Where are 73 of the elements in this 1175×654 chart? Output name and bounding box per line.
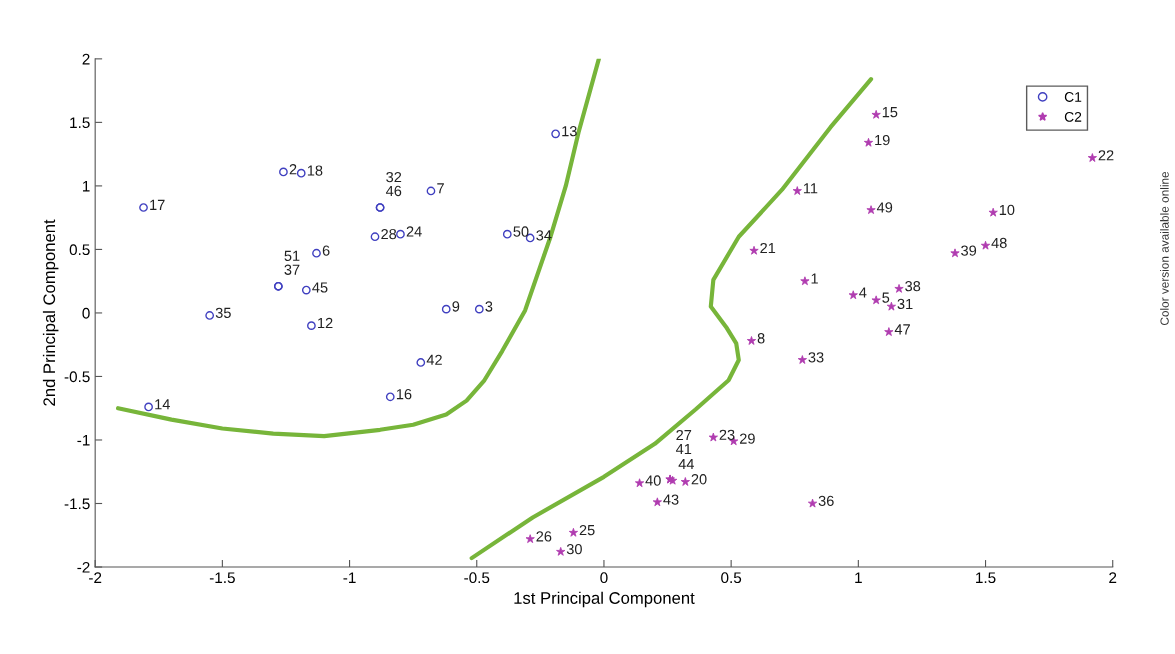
annotation: 9 [452, 301, 460, 312]
legend-label: C2 [1064, 111, 1082, 122]
x-tick-label: -2 [89, 572, 102, 583]
annotation: 13 [562, 126, 577, 137]
annotation: 36 [818, 495, 834, 507]
annotation: 44 [678, 459, 694, 470]
annotation: 41 [675, 443, 692, 454]
annotation: 29 [739, 433, 755, 444]
annotation: 18 [307, 165, 323, 176]
annotation: 25 [579, 524, 595, 536]
annotation: 46 [385, 185, 402, 197]
annotation: 40 [645, 475, 661, 486]
y-tick-label: -2 [77, 561, 90, 573]
y-tick-label: -0.5 [64, 371, 90, 383]
annotation: 7 [437, 183, 444, 194]
annotation: 51 [284, 250, 300, 262]
y-tick-label: 0.5 [69, 244, 90, 256]
annotation: 5 [882, 292, 890, 303]
annotation: 27 [676, 429, 692, 441]
y-tick-label: 2 [82, 53, 90, 65]
y-tick-label: -1.5 [64, 498, 90, 510]
annotation: 42 [426, 354, 442, 365]
y-tick-label: 0 [82, 307, 90, 319]
annotation: 31 [897, 298, 913, 310]
annotation: 47 [894, 324, 910, 335]
annotation: 12 [318, 317, 333, 329]
annotation: 6 [322, 245, 330, 256]
annotation: 24 [406, 226, 422, 237]
annotation: 35 [215, 307, 231, 319]
annotation: 2 [289, 164, 297, 175]
y-tick-label: 1.5 [70, 117, 90, 129]
annotation: 45 [312, 282, 328, 293]
annotation: 33 [808, 352, 824, 363]
annotation: 32 [386, 171, 402, 183]
x-tick-label: 2 [1109, 572, 1117, 583]
annotation: 16 [396, 388, 412, 400]
annotation: 28 [381, 228, 397, 240]
annotation: 22 [1098, 150, 1114, 161]
legend-label: C1 [1064, 92, 1082, 102]
x-tick-label: 0.5 [721, 572, 742, 584]
annotation: 11 [803, 183, 818, 194]
annotation: 50 [513, 226, 529, 237]
annotation: 26 [536, 531, 552, 542]
annotation: 8 [757, 333, 765, 344]
annotation: 30 [566, 543, 582, 555]
annotation: 39 [961, 245, 977, 256]
x-tick-label: 0 [600, 572, 608, 584]
annotation: 15 [882, 107, 898, 118]
x-tick-label: -1 [343, 572, 356, 583]
annotation: 10 [999, 204, 1015, 216]
x-tick-label: 1 [855, 572, 862, 583]
annotation: 23 [719, 429, 735, 440]
annotation: 48 [991, 237, 1007, 249]
annotation: 38 [905, 281, 921, 292]
annotation: 14 [155, 399, 170, 410]
x-tick-label: -1.5 [209, 572, 235, 584]
y-tick-label: 1 [82, 180, 90, 192]
y-axis-title: 2nd Principal Component [42, 219, 59, 406]
annotation: 49 [876, 202, 893, 213]
annotation: 20 [691, 474, 707, 485]
annotation: 4 [859, 287, 867, 298]
x-axis-title: 1st Principal Component [514, 591, 695, 608]
annotation: 3 [485, 301, 493, 312]
annotation: 17 [150, 199, 165, 210]
annotation: 37 [284, 264, 300, 275]
x-tick-label: -0.5 [464, 572, 490, 584]
y-tick-label: -1 [77, 435, 90, 446]
text: Color version available online [1160, 171, 1169, 326]
annotation: 43 [663, 494, 679, 505]
annotation: 21 [760, 242, 776, 254]
x-tick-label: 1.5 [976, 572, 996, 584]
annotation: 19 [875, 134, 890, 146]
annotation: 1 [811, 273, 818, 284]
